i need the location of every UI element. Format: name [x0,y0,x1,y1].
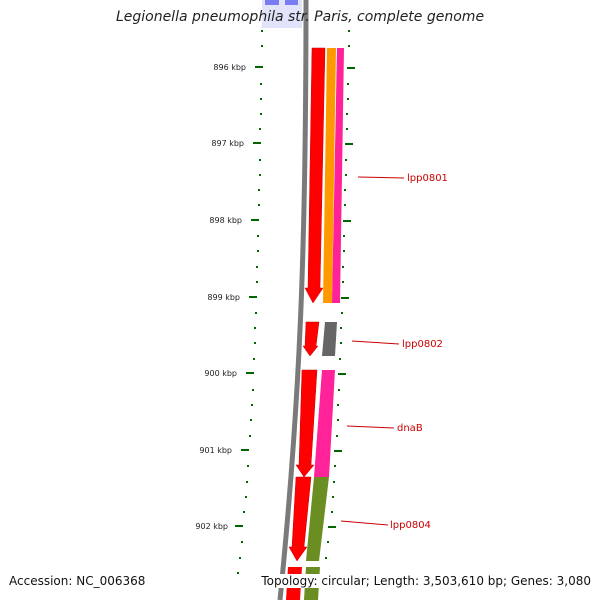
track-magenta-2 [314,370,335,477]
gene-arrow-lpp0802[interactable] [302,321,320,357]
scale-label: 901 kbp [199,446,232,455]
leader-line [346,425,395,429]
scale-label: 899 kbp [207,293,240,302]
feature-blue-shade [262,0,302,28]
backbone [277,0,309,600]
scale-label: 900 kbp [204,369,237,378]
feature-tracks [304,48,344,600]
gene-arrow-dnaB[interactable] [295,369,318,478]
leader-line [340,520,389,526]
gene-label-lpp0804[interactable]: lpp0804 [390,520,431,531]
genome-title: Legionella pneumophila str. Paris, compl… [115,9,485,25]
track-olive [306,477,329,561]
scale-label: 898 kbp [209,216,242,225]
track-magenta-1 [332,48,344,303]
genome-summary-text: Topology: circular; Length: 3,503,610 bp… [261,574,591,588]
gene-label-dnaB[interactable]: dnaB [397,423,423,434]
gene-labels: lpp0801 lpp0802 dnaB lpp0804 [340,173,448,531]
leader-line [357,176,405,179]
track-orange [323,48,336,303]
scale-label: 897 kbp [211,139,244,148]
scale-label: 896 kbp [213,63,246,72]
scale-label: 902 kbp [195,522,228,531]
leader-line [351,340,400,345]
minor-ticks-left [237,30,263,574]
scale-labels: 896 kbp 897 kbp 898 kbp 899 kbp 900 kbp … [195,63,246,531]
gene-arrow-lpp0801[interactable] [304,47,326,304]
track-gray [322,322,337,356]
scale-ruler [235,30,263,574]
gene-arrow-lpp0804[interactable] [288,476,312,562]
gene-label-lpp0801[interactable]: lpp0801 [407,173,448,184]
gene-label-lpp0802[interactable]: lpp0802 [402,339,443,350]
ruler-right [325,30,355,559]
accession-text: Accession: NC_006368 [9,574,146,588]
